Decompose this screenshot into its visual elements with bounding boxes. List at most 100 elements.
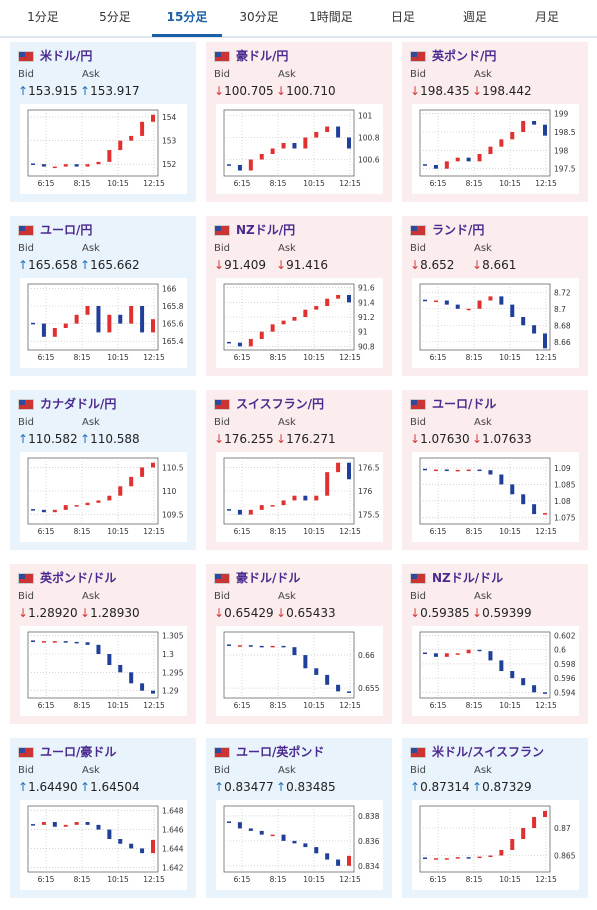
ask-label: Ask	[82, 69, 100, 80]
candle	[455, 857, 460, 859]
plot-frame	[419, 631, 551, 699]
bid-value: ↑0.87314	[410, 780, 470, 794]
tab[interactable]: 1時間足	[309, 10, 353, 24]
pair-title: 豪ドル/円	[236, 49, 289, 63]
candle	[444, 653, 449, 657]
chart-box: 0.865 0.87 6:15 8:15 10:15 12:15	[412, 800, 579, 890]
candle	[488, 855, 493, 857]
candle	[499, 296, 504, 305]
ask-label: Ask	[474, 591, 492, 602]
candle	[444, 858, 449, 860]
candle	[521, 317, 526, 326]
candle	[96, 644, 101, 654]
pair-title: ランド/円	[432, 223, 485, 237]
candle	[433, 165, 438, 169]
bid-value: ↓198.435	[410, 84, 470, 98]
y-tick-label: 0.838	[358, 812, 380, 821]
x-tick-label: 12:15	[535, 701, 557, 710]
rate-card[interactable]: 米ドル/スイスフラン Bid Ask ↑0.87314 ↑0.87329 0.865 0.8…	[402, 738, 588, 898]
candle	[52, 166, 57, 169]
rate-card[interactable]: 英ポンド/円 Bid Ask ↓198.435 ↓198.442 197.5 198 198.…	[402, 42, 588, 202]
y-tick-label: 1.085	[554, 480, 576, 489]
ask-label: Ask	[278, 591, 296, 602]
rate-card[interactable]: NZドル/円 Bid Ask ↓91.409 ↓91.416 90.8 91 91.2 91.4…	[206, 216, 392, 376]
bid-value: ↓100.705	[214, 84, 274, 98]
candle	[248, 339, 253, 347]
x-tick-label: 8:15	[270, 701, 287, 710]
y-tick-label: 166	[162, 284, 177, 293]
mini-chart: 1.29 1.295 1.3 1.305 6:15 8:15 10:15 12:15	[27, 631, 184, 710]
tab[interactable]: 日足	[390, 10, 415, 24]
rate-card[interactable]: ランド/円 Bid Ask ↓8.652 ↓8.661 8.66 8.68 8.7 8.72 6:…	[402, 216, 588, 376]
rate-card[interactable]: NZドル/ドル Bid Ask ↓0.59385 ↓0.59399 0.594 0.596 0…	[402, 564, 588, 724]
y-tick-label: 91	[358, 328, 368, 337]
tab[interactable]: 週足	[462, 10, 487, 24]
ask-value: ↓8.661	[472, 258, 517, 272]
candle	[347, 855, 351, 866]
x-tick-label: 12:15	[339, 701, 361, 710]
y-tick-label: 1.08	[554, 497, 571, 506]
y-tick-label: 1.09	[554, 464, 571, 473]
candle	[281, 500, 286, 506]
y-tick-label: 1.644	[162, 844, 184, 853]
x-tick-label: 8:15	[270, 353, 287, 362]
mini-chart: 0.834 0.836 0.838 6:15 8:15 10:15 12:15	[223, 805, 380, 884]
y-tick-label: 0.87	[554, 824, 571, 833]
candle	[325, 674, 330, 685]
rate-card[interactable]: 英ポンド/ドル Bid Ask ↓1.28920 ↓1.28930 1.29 1.295 1.…	[10, 564, 196, 724]
pair-title: スイスフラン/円	[236, 397, 325, 411]
rate-card[interactable]: ユーロ/ドル Bid Ask ↓1.07630 ↓1.07633 1.075 1.08 1.0…	[402, 390, 588, 550]
flag-icon	[18, 399, 34, 410]
rate-card[interactable]: ユーロ/円 Bid Ask ↑165.658 ↑165.662 165.4 165.6 165…	[10, 216, 196, 376]
candle	[314, 495, 319, 501]
candle	[455, 304, 460, 309]
flag-icon	[214, 573, 230, 584]
y-tick-label: 175.5	[358, 511, 380, 520]
rate-card[interactable]: カナダドル/円 Bid Ask ↑110.582 ↑110.588 109.5 110 110…	[10, 390, 196, 550]
y-tick-label: 110.5	[162, 463, 184, 472]
candle	[107, 150, 112, 162]
tab[interactable]: 月足	[534, 10, 559, 24]
x-tick-label: 6:15	[430, 527, 447, 536]
candle	[303, 843, 308, 848]
flag-icon	[214, 225, 230, 236]
candle	[140, 848, 145, 854]
candle	[281, 143, 286, 149]
candle	[259, 830, 264, 835]
tab[interactable]: 1分足	[27, 10, 59, 24]
rate-card[interactable]: ユーロ/豪ドル Bid Ask ↑1.64490 ↑1.64504 1.642 1.644 1…	[10, 738, 196, 898]
rate-card[interactable]: 豪ドル/円 Bid Ask ↓100.705 ↓100.710 100.6 100.8 101…	[206, 42, 392, 202]
candle	[52, 509, 57, 513]
candle	[237, 509, 242, 515]
ask-value: ↑153.917	[80, 84, 140, 98]
rate-card[interactable]: 豪ドル/ドル Bid Ask ↓0.65429 ↓0.65433 0.655 0.66 6:1…	[206, 564, 392, 724]
bid-label: Bid	[214, 765, 230, 776]
mini-chart: 197.5 198 198.5 199 6:15 8:15 10:15 12:15	[419, 109, 576, 188]
ask-label: Ask	[82, 417, 100, 428]
candle	[532, 121, 537, 125]
candle	[532, 504, 537, 515]
x-tick-label: 6:15	[234, 875, 251, 884]
candle	[129, 476, 134, 487]
tab[interactable]: 30分足	[239, 10, 279, 24]
candle	[248, 645, 253, 647]
tab[interactable]: 15分足	[152, 0, 222, 37]
candle	[63, 505, 68, 510]
tab[interactable]: 5分足	[99, 10, 131, 24]
candle	[259, 331, 264, 339]
candle	[336, 684, 341, 692]
x-tick-label: 10:15	[107, 527, 129, 536]
y-tick-label: 90.8	[358, 342, 375, 351]
plot-frame	[223, 631, 355, 699]
x-tick-label: 8:15	[466, 701, 483, 710]
x-tick-label: 6:15	[38, 701, 55, 710]
y-tick-label: 1.3	[162, 650, 174, 659]
candle	[325, 472, 330, 496]
rate-card[interactable]: 米ドル/円 Bid Ask ↑153.915 ↑153.917 152 153 154 6:15…	[10, 42, 196, 202]
rate-card[interactable]: ユーロ/英ポンド Bid Ask ↑0.83477 ↑0.83485 0.834 0.836…	[206, 738, 392, 898]
candle	[129, 672, 134, 684]
x-tick-label: 6:15	[430, 701, 447, 710]
ask-label: Ask	[82, 765, 100, 776]
rate-card[interactable]: スイスフラン/円 Bid Ask ↓176.255 ↓176.271 175.5 176 17…	[206, 390, 392, 550]
candle	[543, 810, 547, 817]
